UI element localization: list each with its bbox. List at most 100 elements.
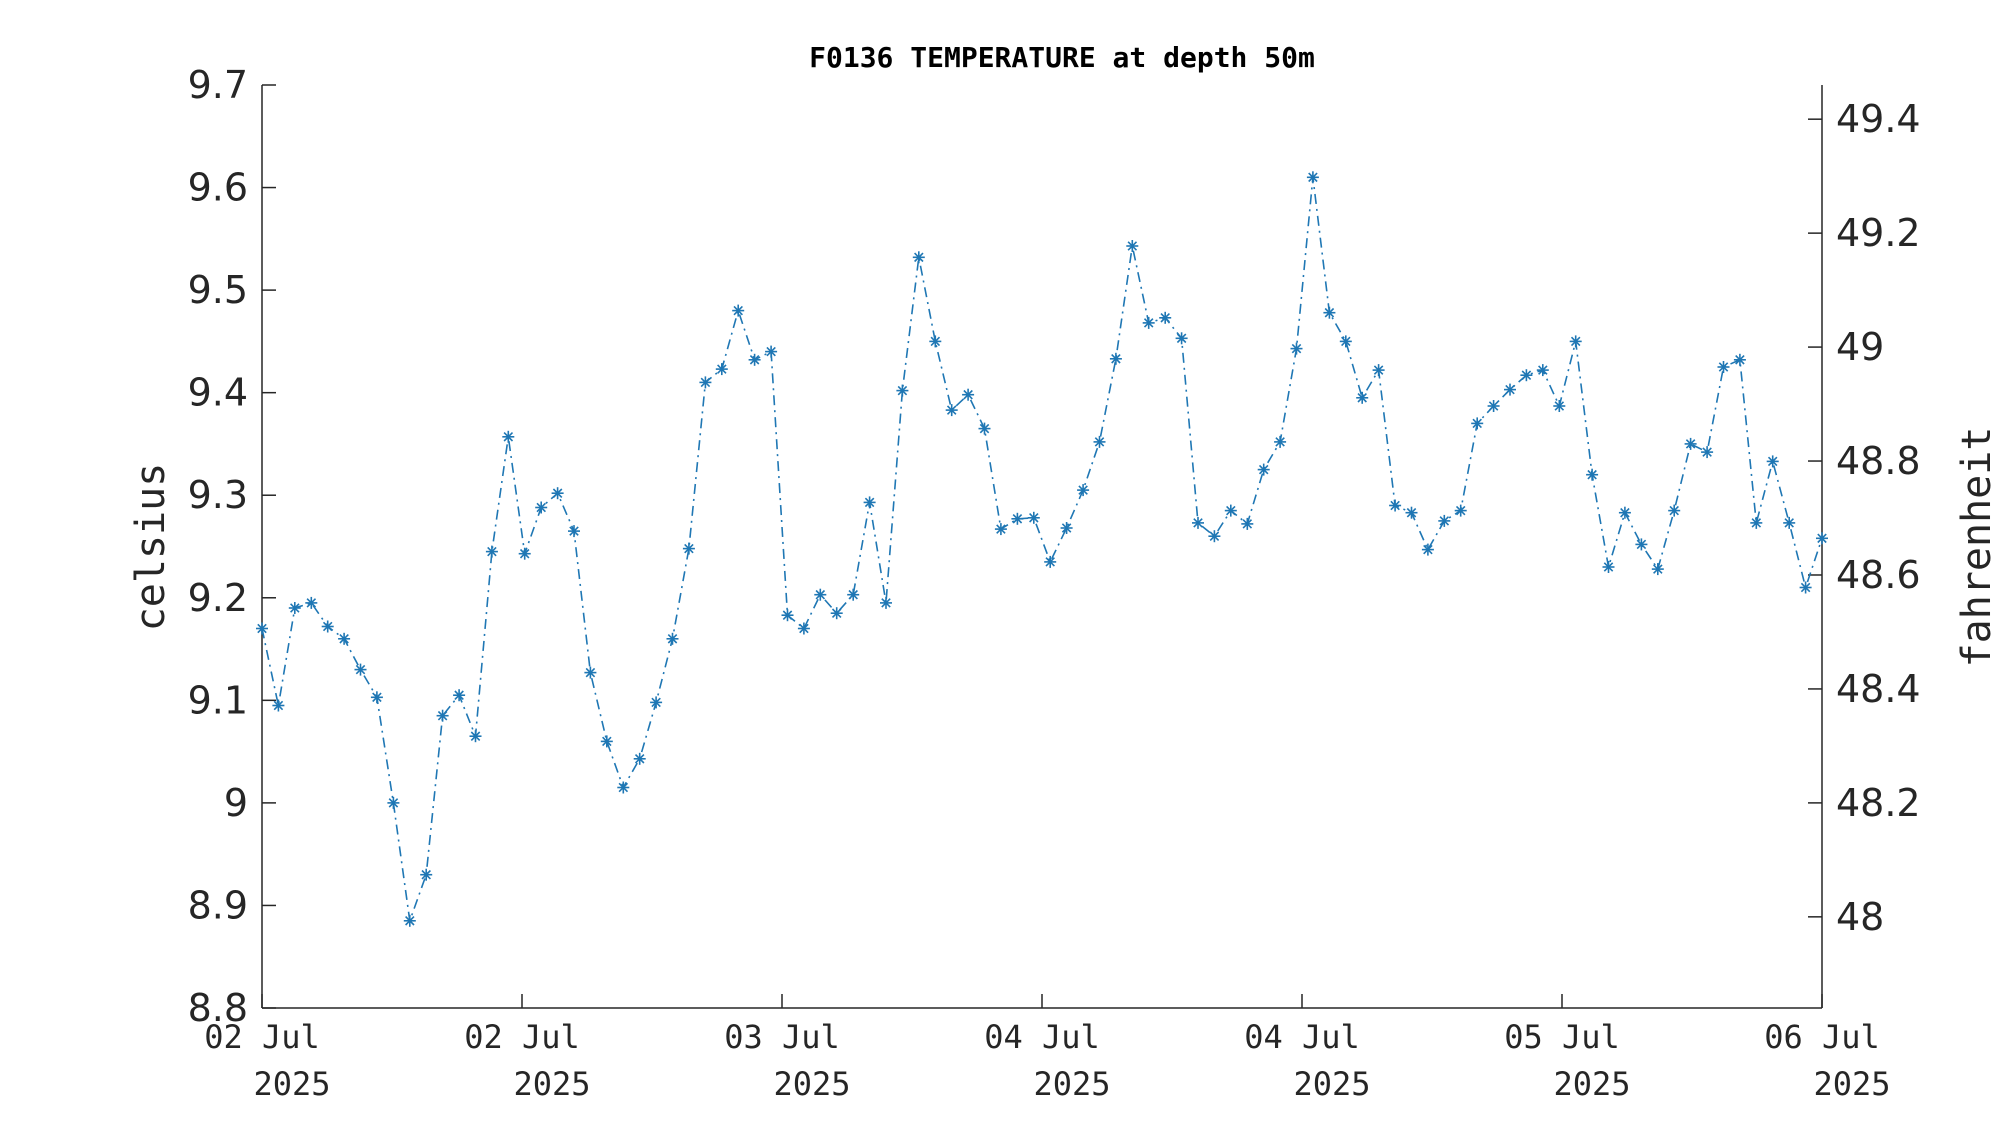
- y2-axis-label: fahrenheit: [1954, 427, 2000, 668]
- data-point: [994, 523, 1007, 536]
- data-point: [354, 663, 367, 676]
- data-point: [1323, 306, 1336, 319]
- series-line: [261, 177, 1823, 922]
- data-point: [1060, 522, 1073, 534]
- data-point: [1208, 530, 1221, 543]
- y-tick-label: 9.4: [188, 371, 248, 415]
- x-tick-date: 02 Jul: [204, 1018, 320, 1056]
- data-point: [387, 796, 400, 809]
- data-point: [1339, 335, 1352, 348]
- data-point: [715, 363, 728, 376]
- data-point: [699, 376, 712, 389]
- data-point: [1044, 555, 1057, 568]
- data-point: [1553, 400, 1566, 412]
- data-point: [1159, 311, 1172, 324]
- data-point: [568, 525, 580, 538]
- x-tick-year: 2025: [1553, 1065, 1630, 1103]
- data-point: [272, 699, 285, 712]
- y2-tick-label: 49: [1836, 325, 1884, 369]
- data-point: [436, 709, 449, 722]
- data-point: [1684, 437, 1697, 450]
- x-tick-date: 06 Jul: [1764, 1018, 1880, 1056]
- y-axis-label: celsius: [128, 463, 174, 632]
- data-point: [830, 607, 843, 620]
- data-point: [256, 622, 268, 635]
- data-point: [403, 914, 416, 927]
- y2-tick-label: 49.4: [1836, 97, 1921, 141]
- data-point: [370, 691, 383, 704]
- right-y-axis: 48 48.2 48.4 48.6 48.8 49 49.2 49.4: [1808, 97, 1921, 939]
- y-tick-label: 8.8: [188, 986, 248, 1030]
- data-point: [1471, 417, 1484, 430]
- data-point: [1224, 504, 1237, 517]
- data-point: [912, 251, 925, 264]
- y-tick-label: 9.1: [188, 678, 248, 722]
- y2-tick-label: 48.4: [1836, 667, 1921, 711]
- data-point: [420, 868, 433, 881]
- data-point: [1290, 342, 1303, 355]
- x-tick-year: 2025: [1033, 1065, 1110, 1103]
- data-point: [1356, 391, 1369, 404]
- data-point: [1701, 446, 1714, 459]
- data-point: [1109, 352, 1122, 365]
- data-point: [797, 622, 810, 635]
- data-point: [1389, 499, 1402, 512]
- data-point: [666, 632, 679, 645]
- data-point: [1487, 400, 1500, 412]
- data-point: [1733, 353, 1746, 366]
- y2-tick-label: 48: [1836, 895, 1884, 939]
- data-point: [1372, 364, 1385, 377]
- y2-tick-label: 48.2: [1836, 781, 1921, 825]
- data-point: [945, 404, 958, 417]
- chart-title: F0136 TEMPERATURE at depth 50m: [809, 41, 1315, 74]
- data-point: [1668, 504, 1681, 517]
- x-tick-date: 04 Jul: [1244, 1018, 1360, 1056]
- data-point: [600, 735, 613, 748]
- data-point: [502, 430, 515, 443]
- data-point: [1405, 506, 1418, 519]
- data-point: [551, 487, 564, 500]
- data-point: [863, 496, 876, 509]
- data-point: [1142, 316, 1155, 329]
- data-point: [1175, 332, 1188, 345]
- data-point: [584, 666, 597, 679]
- data-point: [1520, 369, 1533, 382]
- x-tick-date: 05 Jul: [1504, 1018, 1620, 1056]
- y-tick-label: 9.2: [188, 576, 248, 620]
- y-tick-label: 8.9: [188, 883, 248, 927]
- data-point: [896, 384, 909, 397]
- data-point: [748, 353, 761, 366]
- data-point: [305, 596, 318, 609]
- data-point: [1816, 532, 1828, 545]
- data-point: [321, 620, 334, 633]
- x-axis: 02 Jul 2025 02 Jul 2025 03 Jul 2025 04 Jul 2025…: [204, 994, 1891, 1103]
- data-point: [1421, 543, 1434, 556]
- y2-tick-label: 49.2: [1836, 211, 1921, 255]
- data-point: [1274, 435, 1287, 448]
- data-point: [1717, 361, 1730, 373]
- y2-tick-label: 48.6: [1836, 553, 1921, 597]
- data-point: [847, 588, 860, 601]
- data-point: [453, 689, 466, 702]
- data-point: [781, 609, 794, 622]
- y-tick-label: 9: [224, 781, 248, 825]
- temperature-series: [256, 171, 1828, 927]
- data-point: [338, 632, 351, 645]
- data-point: [1635, 538, 1648, 551]
- data-point: [485, 545, 498, 558]
- data-point: [1569, 335, 1582, 348]
- data-point: [1504, 383, 1516, 396]
- y-tick-label: 9.3: [188, 473, 248, 517]
- data-point: [1536, 364, 1549, 377]
- data-point: [1618, 506, 1631, 519]
- x-tick-year: 2025: [1813, 1065, 1890, 1103]
- data-point: [650, 696, 663, 709]
- data-point: [732, 304, 745, 317]
- data-point: [1241, 517, 1254, 530]
- x-tick-year: 2025: [1293, 1065, 1370, 1103]
- data-point: [1257, 463, 1270, 476]
- data-point: [1750, 516, 1763, 529]
- x-tick-year: 2025: [253, 1065, 330, 1103]
- data-point: [535, 501, 548, 514]
